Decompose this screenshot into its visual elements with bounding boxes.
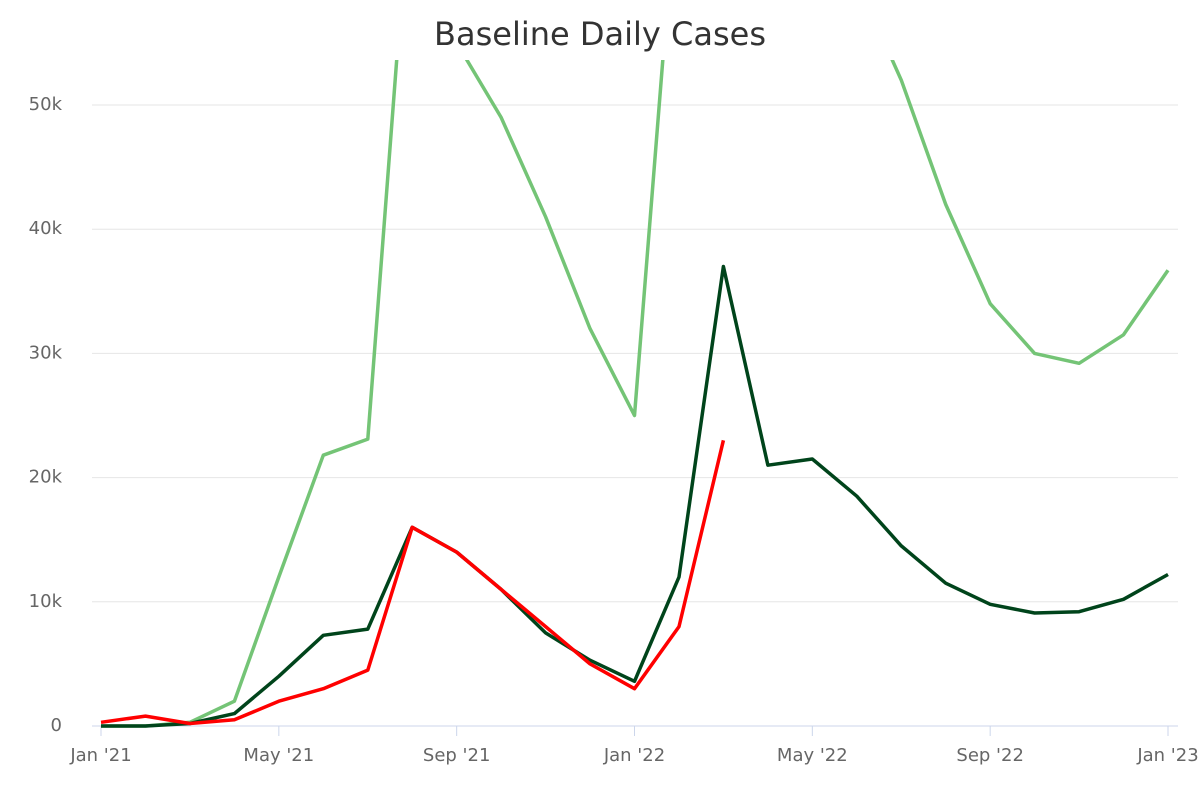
y-tick-label: 20k xyxy=(29,467,63,488)
y-tick-label: 50k xyxy=(29,94,63,115)
plot-area xyxy=(100,60,1170,728)
series-line xyxy=(100,439,726,726)
x-tick-label: Sep '21 xyxy=(423,745,491,766)
chart-title: Baseline Daily Cases xyxy=(434,15,766,53)
y-tick-label: 30k xyxy=(29,342,63,363)
y-tick-label: 10k xyxy=(29,591,63,612)
x-tick-label: Jan '22 xyxy=(603,745,665,766)
x-tick-label: Jan '23 xyxy=(1136,745,1198,766)
series-line xyxy=(101,264,1169,728)
grid: 0 10k 20k 30k 40k 50k Jan '21 May '21 Sep '21 Jan… xyxy=(29,94,1199,766)
y-tick-label: 0 xyxy=(51,715,62,736)
x-tick-label: Sep '22 xyxy=(956,745,1024,766)
y-tick-label: 40k xyxy=(29,218,63,239)
x-tick-label: May '21 xyxy=(243,745,314,766)
x-tick-label: Jan '21 xyxy=(69,745,131,766)
x-tick-label: May '22 xyxy=(777,745,848,766)
series-line xyxy=(101,60,1170,728)
